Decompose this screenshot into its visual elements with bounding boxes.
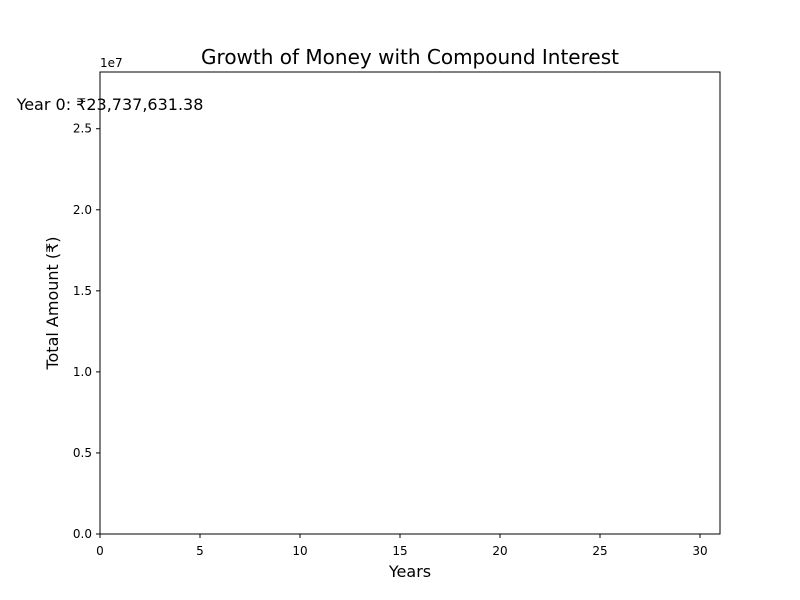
- x-tick-label: 10: [292, 544, 307, 558]
- y-axis-offset-label: 1e7: [100, 56, 123, 70]
- x-axis: 0 5 10 15 20 25 30: [96, 534, 708, 558]
- y-tick-label: 1.0: [73, 365, 92, 379]
- y-tick-label: 0.0: [73, 527, 92, 541]
- x-tick-label: 5: [196, 544, 204, 558]
- chart-title: Growth of Money with Compound Interest: [201, 45, 619, 69]
- plot-area: [99, 71, 721, 535]
- y-tick-label: 2.0: [73, 203, 92, 217]
- y-tick-label: 0.5: [73, 446, 92, 460]
- y-tick-label: 2.5: [73, 122, 92, 136]
- x-tick-label: 20: [492, 544, 507, 558]
- x-tick-label: 15: [392, 544, 407, 558]
- y-axis: 0.0 0.5 1.0 1.5 2.0 2.5: [73, 122, 100, 541]
- x-tick-label: 30: [692, 544, 707, 558]
- y-tick-label: 1.5: [73, 284, 92, 298]
- x-axis-label: Years: [388, 562, 431, 581]
- year-value-annotation: Year 0: ₹23,737,631.38: [16, 95, 204, 114]
- x-tick-label: 0: [96, 544, 104, 558]
- y-axis-label: Total Amount (₹): [43, 236, 62, 370]
- x-tick-label: 25: [592, 544, 607, 558]
